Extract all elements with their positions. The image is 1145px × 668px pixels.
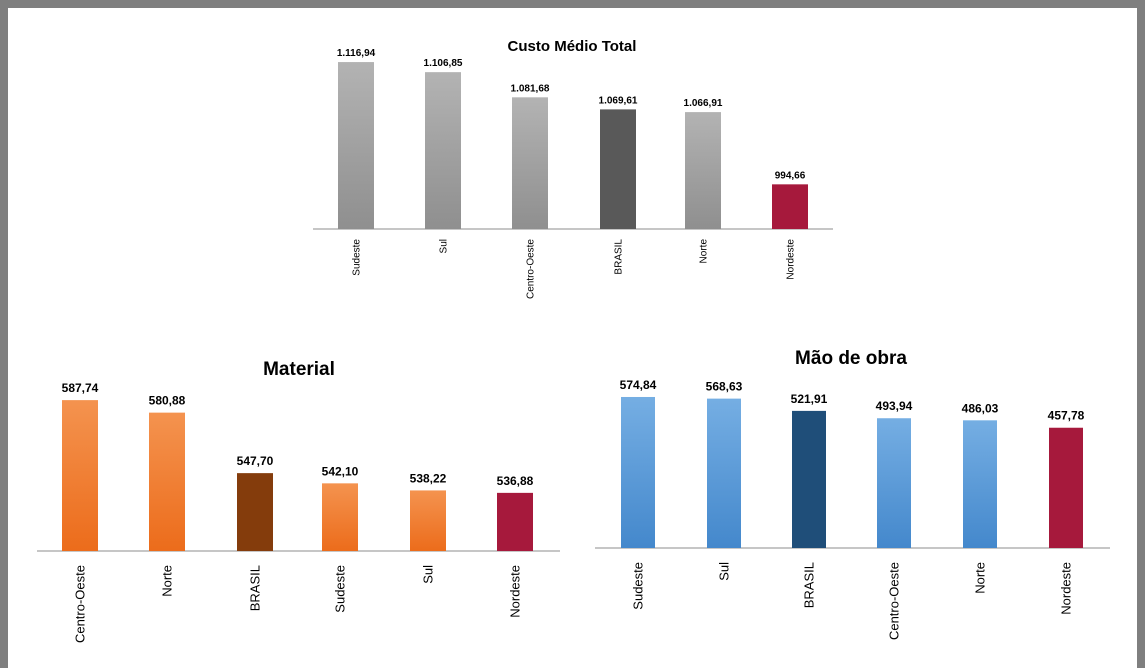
chart-title: Material: [263, 359, 335, 380]
data-label: 580,88: [149, 394, 186, 408]
bar-sudeste: [322, 483, 358, 551]
data-label: 994,66: [775, 170, 806, 181]
bar-norte: [149, 412, 185, 551]
bar-brasil: [600, 109, 636, 229]
category-label: Sul: [421, 565, 436, 584]
bar-norte: [685, 112, 721, 229]
data-label: 547,70: [237, 454, 274, 468]
data-label: 574,84: [620, 378, 657, 392]
category-label: Sudeste: [631, 562, 646, 610]
bar-brasil: [237, 473, 273, 551]
category-label: Sudeste: [352, 239, 363, 276]
category-label: Centro-Oeste: [73, 565, 88, 643]
bar-centro-oeste: [512, 97, 548, 229]
category-label: Nordeste: [1059, 562, 1074, 615]
bar-sul: [425, 72, 461, 230]
category-label: Centro-Oeste: [887, 562, 902, 640]
category-label: Norte: [160, 565, 175, 597]
category-label: Nordeste: [508, 565, 523, 618]
chart-title: Mão de obra: [795, 348, 907, 369]
category-label: Sul: [717, 562, 732, 581]
category-label: BRASIL: [614, 239, 625, 275]
data-label: 587,74: [62, 381, 99, 395]
category-label: Norte: [973, 562, 988, 594]
category-label: Centro-Oeste: [526, 239, 537, 299]
bar-brasil: [792, 410, 826, 548]
bar-nordeste: [497, 492, 533, 551]
bar-centro-oeste: [62, 400, 98, 551]
bar-sul: [707, 398, 741, 548]
chart-mao-de-obra: Mão de obra 574,84 Sudeste 568,63 Sul 521,91…: [595, 348, 1110, 640]
chart-custo-medio-total: Custo Médio Total 1.116,94 Sudeste 1.106,8…: [313, 38, 833, 299]
category-label: BRASIL: [802, 562, 817, 608]
data-label: 538,22: [410, 471, 447, 485]
data-label: 1.066,91: [684, 98, 723, 109]
bar-sudeste: [621, 396, 655, 548]
category-label: Norte: [699, 239, 710, 264]
bar-sudeste: [338, 62, 374, 230]
data-label: 1.081,68: [511, 83, 550, 94]
chart-title: Custo Médio Total: [508, 38, 637, 55]
category-label: Sudeste: [333, 565, 348, 613]
chart-material: Material 587,74 Centro-Oeste 580,88 Norte 54…: [37, 359, 560, 643]
data-label: 1.069,61: [599, 95, 638, 106]
bar-nordeste: [772, 184, 808, 229]
data-label: 486,03: [962, 401, 999, 415]
data-label: 493,94: [876, 399, 913, 413]
data-label: 457,78: [1048, 409, 1085, 423]
bar-norte: [963, 420, 997, 548]
data-label: 1.106,85: [424, 58, 463, 69]
category-label: BRASIL: [248, 565, 263, 611]
category-label: Nordeste: [786, 239, 797, 280]
data-label: 542,10: [322, 464, 359, 478]
bar-centro-oeste: [877, 418, 911, 548]
data-label: 1.116,94: [337, 48, 376, 59]
bar-sul: [410, 490, 446, 551]
data-label: 521,91: [791, 392, 828, 406]
category-label: Sul: [439, 239, 450, 253]
bar-nordeste: [1049, 427, 1083, 548]
data-label: 568,63: [706, 380, 743, 394]
data-label: 536,88: [497, 474, 534, 488]
